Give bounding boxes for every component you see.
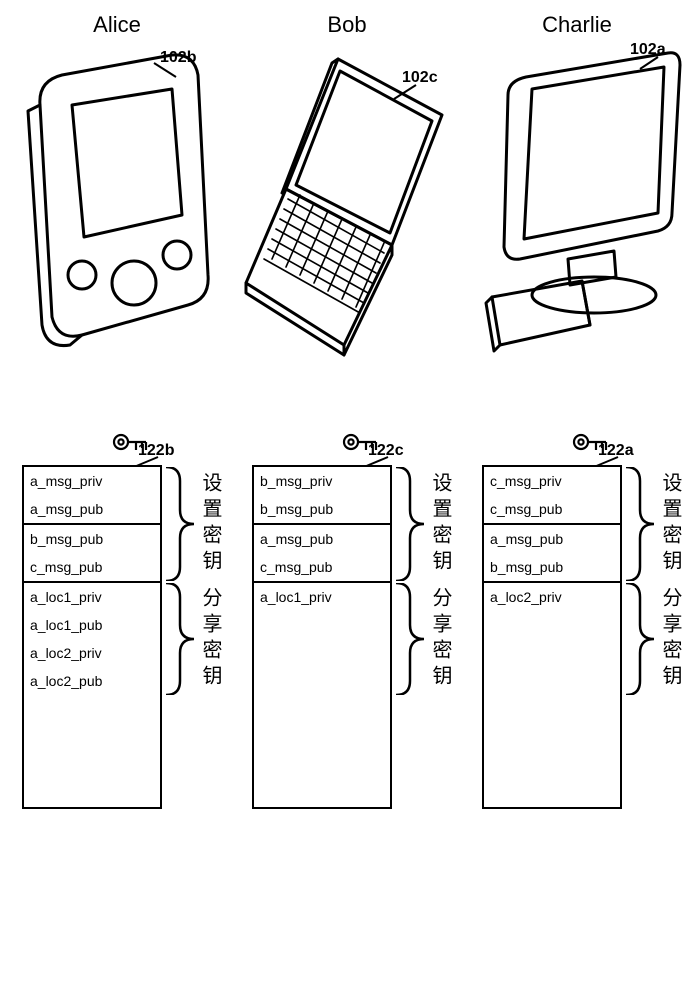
bracket-bob-device: 设置密钥	[396, 467, 454, 581]
curly-brace-icon	[626, 467, 656, 581]
curly-brace-icon	[626, 583, 656, 695]
key-cell: a_loc2_priv	[24, 639, 160, 667]
leader-line	[638, 55, 668, 75]
key-cell: a_msg_pub	[24, 495, 160, 523]
key-cell: b_msg_pub	[24, 525, 160, 553]
key-cell: b_msg_priv	[254, 467, 390, 495]
key-cell: a_loc2_priv	[484, 583, 620, 611]
key-cell: a_loc2_pub	[24, 667, 160, 695]
bracket-label: 分享密钥	[656, 587, 685, 691]
key-cell: c_msg_priv	[484, 467, 620, 495]
bracket-alice-device: 设置密钥	[166, 467, 224, 581]
key-cell-empty	[254, 723, 390, 751]
key-cell-empty	[484, 695, 620, 723]
key-cell-empty	[484, 667, 620, 695]
key-cell-empty	[24, 779, 160, 807]
key-cell: a_msg_pub	[254, 525, 390, 553]
key-cell-empty	[24, 695, 160, 723]
key-cell-empty	[484, 751, 620, 779]
key-cell: c_msg_pub	[484, 495, 620, 523]
alice-device: 102b	[12, 45, 222, 405]
bracket-label: 分享密钥	[196, 587, 225, 691]
bracket-label: 分享密钥	[426, 587, 455, 691]
key-cell: a_loc1_priv	[254, 583, 390, 611]
charlie-key-table: c_msg_privc_msg_puba_msg_pubb_msg_puba_l…	[482, 465, 622, 809]
bracket-label: 设置密钥	[196, 472, 225, 576]
key-cell-empty	[484, 723, 620, 751]
bob-name: Bob	[242, 12, 452, 38]
key-cell: c_msg_pub	[254, 553, 390, 581]
leader-line	[152, 61, 182, 81]
bracket-label: 设置密钥	[656, 472, 685, 576]
key-cell-empty	[24, 751, 160, 779]
key-cell-empty	[254, 779, 390, 807]
key-cell: a_msg_priv	[24, 467, 160, 495]
key-cell-empty	[254, 695, 390, 723]
bracket-charlie-device: 设置密钥	[626, 467, 684, 581]
bracket-charlie-shared: 分享密钥	[626, 583, 684, 695]
bracket-bob-shared: 分享密钥	[396, 583, 454, 695]
key-cell-empty	[484, 639, 620, 667]
key-cell-empty	[254, 751, 390, 779]
curly-brace-icon	[166, 583, 196, 695]
phone-icon	[22, 45, 212, 375]
alice-name: Alice	[12, 12, 222, 38]
key-cell: b_msg_pub	[254, 495, 390, 523]
charlie-name: Charlie	[472, 12, 682, 38]
key-cell-empty	[254, 611, 390, 639]
key-cell-empty	[484, 779, 620, 807]
bob-device: 102c	[242, 45, 452, 405]
key-cell: a_loc1_priv	[24, 583, 160, 611]
alice-key-table: a_msg_priva_msg_pubb_msg_pubc_msg_puba_l…	[22, 465, 162, 809]
key-cell-empty	[254, 639, 390, 667]
key-cell-empty	[254, 667, 390, 695]
key-cell: a_loc1_pub	[24, 611, 160, 639]
key-cell: c_msg_pub	[24, 553, 160, 581]
bracket-label: 设置密钥	[426, 472, 455, 576]
key-cell-empty	[484, 611, 620, 639]
diagram-canvas: Alice 102b	[0, 0, 688, 1000]
charlie-device: 102a	[472, 45, 682, 405]
key-cell: a_msg_pub	[484, 525, 620, 553]
key-cell-empty	[24, 723, 160, 751]
curly-brace-icon	[396, 583, 426, 695]
leader-line	[392, 83, 422, 103]
bob-key-table: b_msg_privb_msg_puba_msg_pubc_msg_puba_l…	[252, 465, 392, 809]
desktop-icon	[472, 45, 682, 385]
curly-brace-icon	[396, 467, 426, 581]
key-cell: b_msg_pub	[484, 553, 620, 581]
curly-brace-icon	[166, 467, 196, 581]
bracket-alice-shared: 分享密钥	[166, 583, 224, 695]
